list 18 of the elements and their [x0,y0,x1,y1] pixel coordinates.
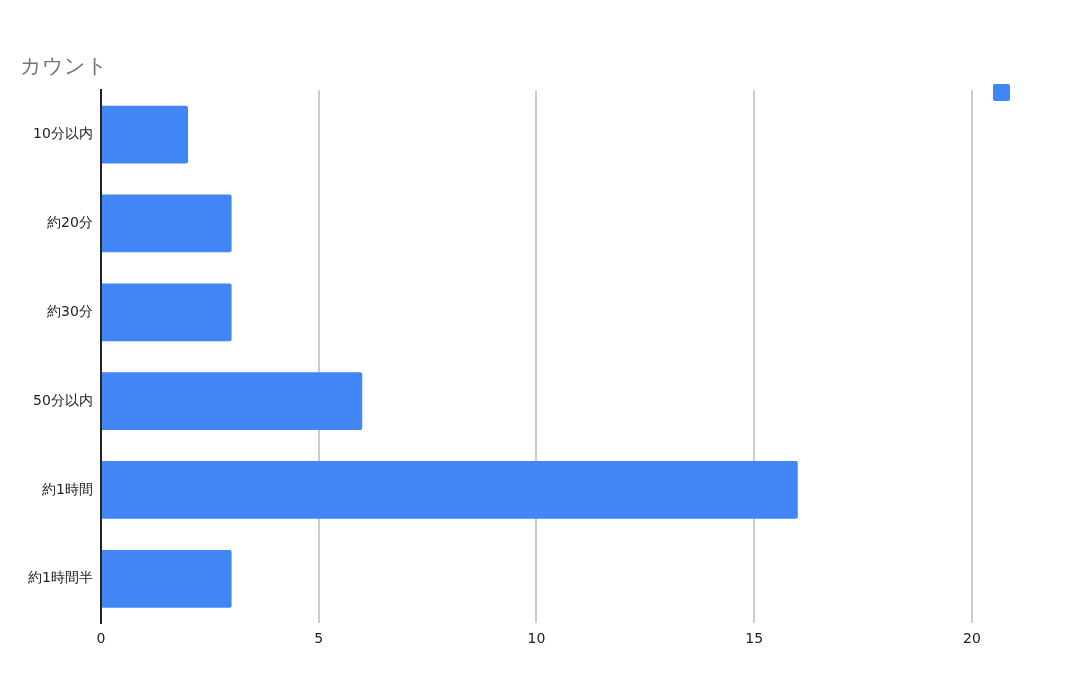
y-tick-label: 約30分 [47,302,93,319]
bar [101,372,363,430]
x-tick-label: 5 [314,630,324,647]
x-tick-label: 0 [96,630,106,647]
bar [101,194,232,253]
x-tick-label: 20 [963,630,981,647]
bar [101,105,189,164]
y-tick-label: 10分以内 [33,125,93,142]
bar [101,461,798,519]
y-tick-label: 約1時間 [41,480,93,497]
x-tick-label: 15 [745,630,764,647]
chart-title: カウント [20,54,108,79]
y-tick-label: 50分以内 [33,391,93,408]
x-tick-label: 10 [527,630,546,647]
bar [101,549,232,608]
y-tick-label: 約1時間半 [27,569,93,586]
y-tick-label: 約20分 [47,214,93,231]
bar [101,283,232,342]
